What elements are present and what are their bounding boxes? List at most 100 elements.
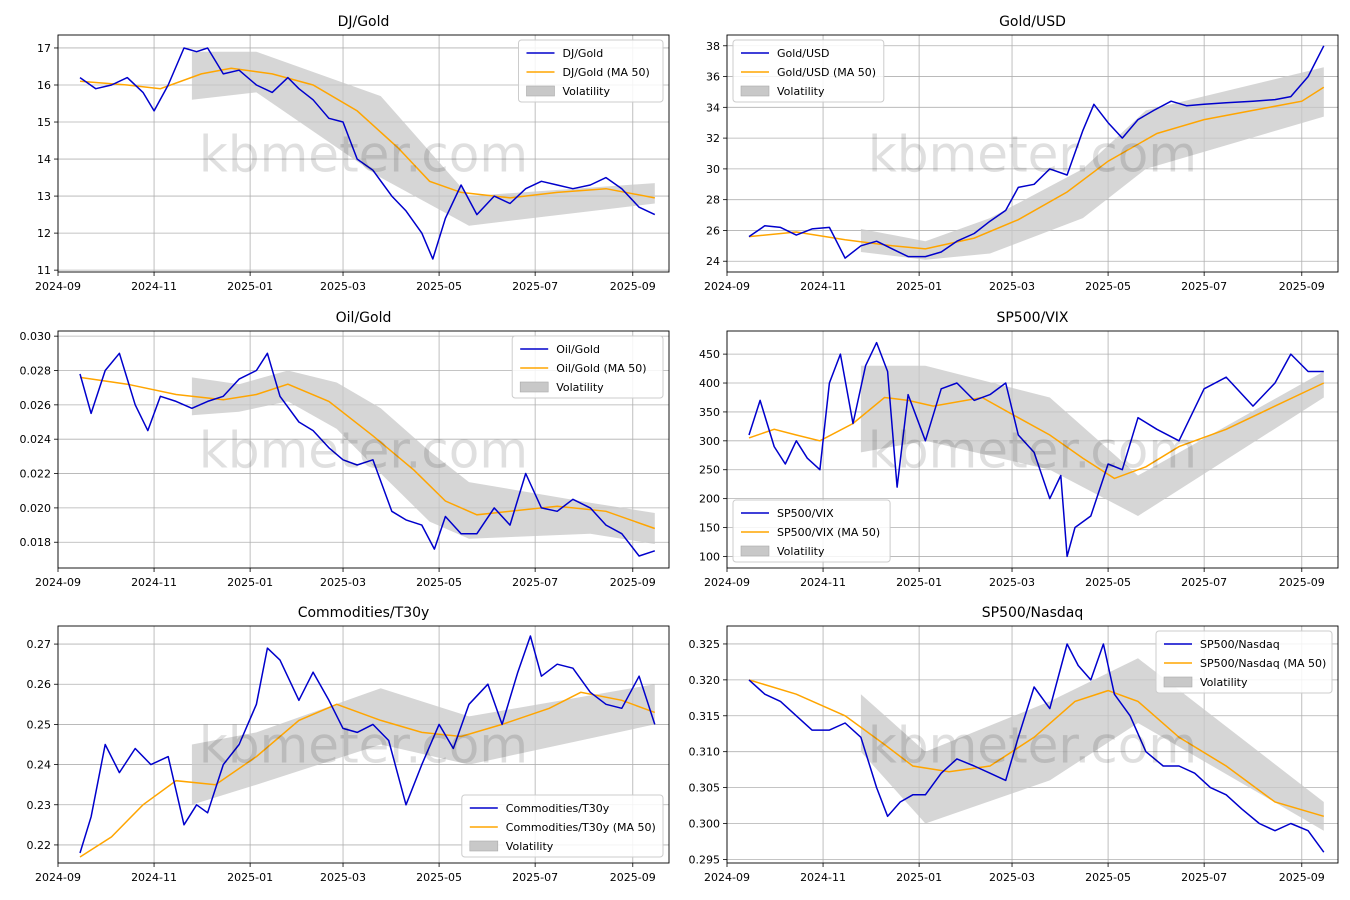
- price-line: [79, 635, 656, 854]
- chart-title: Commodities/T30y: [298, 605, 430, 621]
- y-tick-label: 0.030: [20, 330, 52, 343]
- legend-label: Oil/Gold (MA 50): [556, 362, 646, 375]
- ma-line: [748, 679, 1325, 818]
- y-tick-label: 15: [37, 116, 51, 129]
- watermark-text: kbmeter.com: [199, 126, 528, 184]
- legend-swatch-volatility: [1163, 676, 1193, 688]
- legend-label: Volatility: [556, 381, 604, 394]
- y-tick-label: 0.315: [689, 710, 721, 723]
- legend-box: [511, 335, 664, 399]
- legend-label: Commodities/T30y (MA 50): [506, 821, 656, 834]
- y-tick-label: 0.305: [689, 782, 721, 795]
- x-tick-label: 2025-03: [989, 576, 1035, 589]
- x-tick-label: 2025-05: [1085, 576, 1131, 589]
- y-tick-label: 28: [706, 194, 720, 207]
- x-tick-label: 2025-01: [227, 576, 273, 589]
- x-tick-label: 2025-09: [1279, 280, 1325, 293]
- y-tick-label: 12: [37, 227, 51, 240]
- y-tick-label: 400: [699, 377, 720, 390]
- x-tick-label: 2025-07: [1181, 576, 1227, 589]
- price-line: [79, 352, 656, 557]
- legend: DJ/Gold DJ/Gold (MA 50) Volatility: [518, 39, 664, 103]
- ma-line: [79, 691, 656, 858]
- legend: Oil/Gold Oil/Gold (MA 50) Volatility: [511, 335, 664, 399]
- x-tick-label: 2024-09: [704, 871, 750, 884]
- axes-frame: [57, 34, 670, 273]
- legend-label: SP500/Nasdaq (MA 50): [1200, 657, 1326, 670]
- legend-label: DJ/Gold (MA 50): [563, 66, 650, 79]
- x-tick-label: 2025-09: [1279, 576, 1325, 589]
- chart-title: Oil/Gold: [336, 310, 392, 326]
- legend-label: Volatility: [777, 545, 825, 558]
- legend-box: [732, 39, 885, 103]
- x-tick-label: 2025-03: [320, 280, 366, 293]
- legend-swatch-volatility: [526, 85, 555, 97]
- legend-label: Oil/Gold: [556, 343, 600, 356]
- y-tick-label: 34: [706, 101, 720, 114]
- y-tick-label: 0.024: [20, 433, 52, 446]
- y-tick-label: 450: [699, 348, 720, 361]
- y-tick-label: 350: [699, 406, 720, 419]
- legend: SP500/Nasdaq SP500/Nasdaq (MA 50) Volatili…: [1155, 630, 1333, 694]
- x-tick-label: 2025-07: [512, 871, 558, 884]
- y-tick-label: 32: [706, 132, 720, 145]
- volatility-band: [191, 684, 655, 805]
- legend-label: DJ/Gold: [563, 47, 604, 60]
- axes-frame: [57, 625, 670, 864]
- y-tick-label: 0.27: [27, 638, 52, 651]
- y-tick-label: 26: [706, 224, 720, 237]
- legend-swatch-volatility: [519, 381, 549, 393]
- x-tick-label: 2025-03: [989, 280, 1035, 293]
- chart-title: Gold/USD: [999, 14, 1066, 30]
- x-tick-label: 2025-01: [227, 280, 273, 293]
- legend-label: Volatility: [506, 840, 554, 853]
- y-tick-label: 0.25: [27, 718, 52, 731]
- y-tick-label: 100: [699, 550, 720, 563]
- x-tick-label: 2025-01: [896, 871, 942, 884]
- y-tick-label: 24: [706, 255, 720, 268]
- chart-panel-4: Commodities/T30y 2024-09 2024-11 2025-01 202…: [27, 605, 670, 884]
- price-line: [748, 341, 1324, 558]
- axes-frame: [57, 330, 670, 569]
- y-tick-label: 0.26: [27, 678, 52, 691]
- axes-frame: [726, 34, 1339, 273]
- x-tick-label: 2025-01: [896, 280, 942, 293]
- y-tick-label: 14: [37, 153, 51, 166]
- x-tick-label: 2025-07: [1181, 280, 1227, 293]
- y-tick-label: 0.22: [27, 839, 52, 852]
- watermark-text: kbmeter.com: [868, 126, 1197, 184]
- x-tick-label: 2024-11: [800, 871, 846, 884]
- chart-panel-0: DJ/Gold 2024-09 2024-11 2025-01 2025-03 2025-…: [35, 14, 670, 293]
- y-tick-label: 0.300: [689, 818, 721, 831]
- y-tick-label: 11: [37, 264, 51, 277]
- legend: SP500/VIX SP500/VIX (MA 50) Volatility: [732, 499, 891, 563]
- x-tick-label: 2025-05: [1085, 871, 1131, 884]
- volatility-band: [860, 365, 1324, 516]
- y-tick-label: 0.310: [689, 746, 721, 759]
- chart-panel-5: SP500/Nasdaq 2024-09 2024-11 2025-01 2025-03…: [689, 605, 1339, 884]
- x-tick-label: 2024-09: [704, 576, 750, 589]
- legend-swatch-volatility: [740, 545, 770, 557]
- y-tick-label: 0.23: [27, 799, 52, 812]
- watermark-text: kbmeter.com: [868, 717, 1197, 775]
- chart-panel-2: Oil/Gold 2024-09 2024-11 2025-01 2025-03 2025…: [20, 310, 670, 589]
- chart-panel-3: SP500/VIX 2024-09 2024-11 2025-01 2025-03 202…: [699, 310, 1339, 589]
- legend-label: SP500/VIX (MA 50): [777, 526, 880, 539]
- legend-label: Volatility: [1200, 676, 1248, 689]
- y-tick-label: 0.018: [20, 536, 52, 549]
- x-tick-label: 2025-05: [1085, 280, 1131, 293]
- x-tick-label: 2025-03: [320, 871, 366, 884]
- y-tick-label: 150: [699, 522, 720, 535]
- legend-label: SP500/VIX: [777, 507, 834, 520]
- y-tick-label: 30: [706, 163, 720, 176]
- chart-title: SP500/Nasdaq: [982, 605, 1083, 621]
- watermark-text: kbmeter.com: [199, 717, 528, 775]
- y-tick-label: 0.295: [689, 853, 721, 866]
- price-line: [748, 643, 1325, 853]
- y-tick-label: 250: [699, 464, 720, 477]
- y-tick-label: 36: [706, 71, 720, 84]
- x-tick-label: 2024-09: [35, 280, 81, 293]
- x-tick-label: 2024-11: [800, 280, 846, 293]
